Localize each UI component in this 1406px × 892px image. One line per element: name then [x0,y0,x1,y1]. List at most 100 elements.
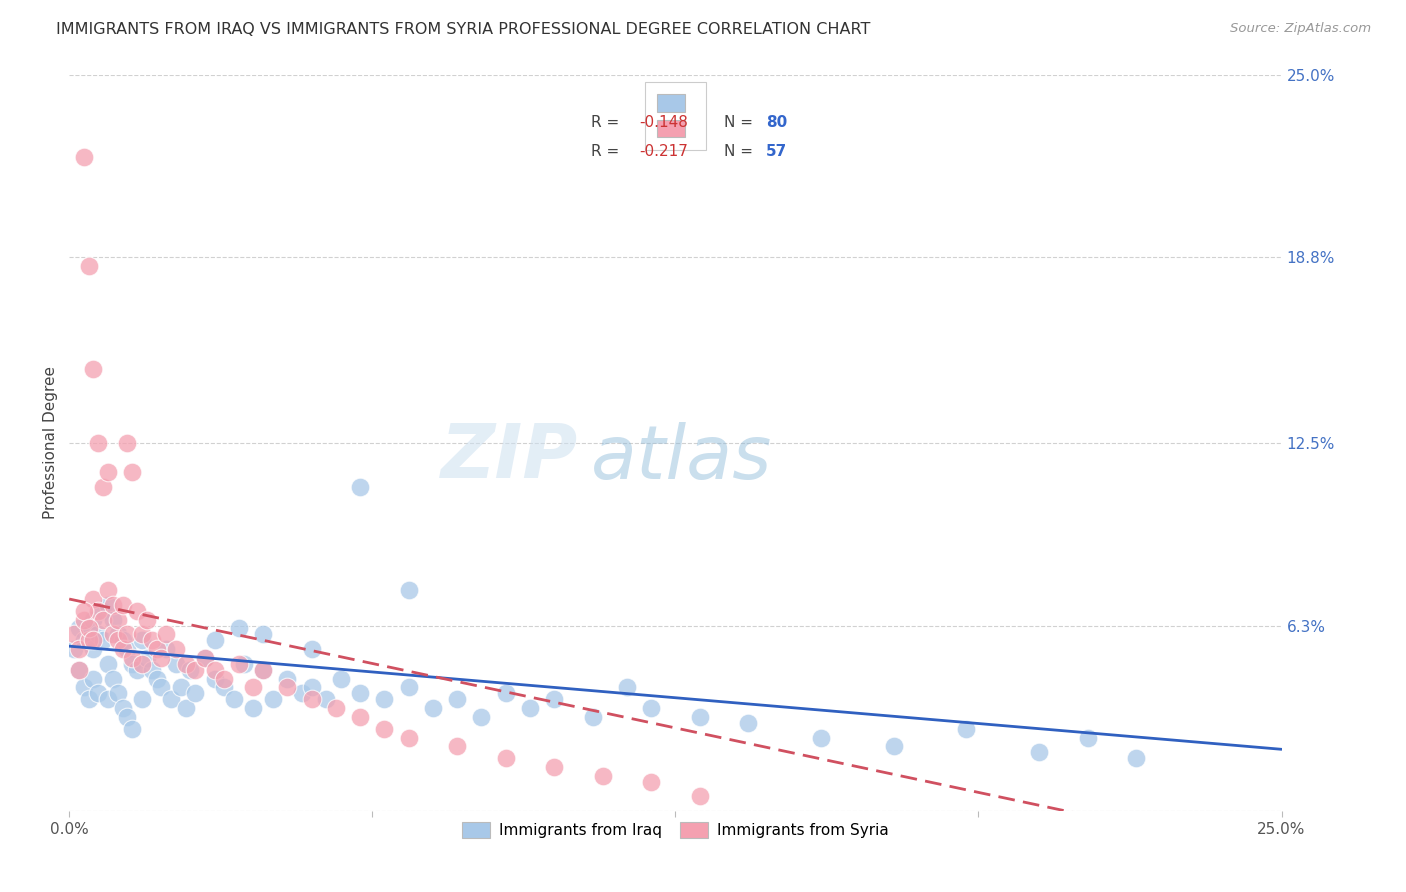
Point [97,466,120,480]
Point [301,692,323,706]
Point [63,627,86,641]
Point [117,710,139,724]
Point [91,633,114,648]
Text: R =: R = [591,145,624,160]
Point [689,710,711,724]
Point [73,681,96,695]
Point [135,613,157,627]
Point [214,681,236,695]
Text: ZIP: ZIP [441,421,578,494]
Legend: Immigrants from Iraq, Immigrants from Syria: Immigrants from Iraq, Immigrants from Sy… [456,816,894,844]
Point [1028,745,1050,759]
Point [398,731,420,745]
Point [349,480,371,494]
Point [174,657,197,671]
Point [582,710,605,724]
Point [67,663,90,677]
Point [111,701,134,715]
Point [141,663,163,677]
Point [87,435,110,450]
Point [97,583,120,598]
Point [131,692,153,706]
Text: IMMIGRANTS FROM IRAQ VS IMMIGRANTS FROM SYRIA PROFESSIONAL DEGREE CORRELATION CH: IMMIGRANTS FROM IRAQ VS IMMIGRANTS FROM … [56,22,870,37]
Point [101,598,124,612]
Point [301,681,323,695]
Point [519,701,541,715]
Point [640,701,662,715]
Point [155,642,177,657]
Point [82,633,104,648]
Point [73,633,96,648]
Point [543,692,565,706]
Text: R =: R = [591,115,624,130]
Point [150,651,173,665]
Point [131,627,153,641]
Point [689,789,711,804]
Point [91,480,114,494]
Point [224,692,246,706]
Point [121,466,143,480]
Point [117,627,139,641]
Point [184,686,207,700]
Point [194,651,217,665]
Point [373,692,395,706]
Point [262,692,284,706]
Point [329,672,352,686]
Point [135,651,157,665]
Point [252,627,274,641]
Point [214,672,236,686]
Point [82,642,104,657]
Point [165,657,187,671]
Point [87,686,110,700]
Point [73,604,96,618]
Point [111,642,134,657]
Point [1077,731,1099,745]
Point [63,642,86,657]
Point [194,651,217,665]
Point [204,663,226,677]
Text: -0.148: -0.148 [638,115,688,130]
Point [141,633,163,648]
Point [82,672,104,686]
Point [252,663,274,677]
Text: 57: 57 [766,145,787,160]
Point [276,681,298,695]
Point [107,686,129,700]
Point [127,604,149,618]
Point [228,657,250,671]
Point [446,739,468,754]
Text: Source: ZipAtlas.com: Source: ZipAtlas.com [1230,22,1371,36]
Point [73,613,96,627]
Point [145,642,167,657]
Text: -0.217: -0.217 [638,145,688,160]
Point [349,710,371,724]
Point [349,686,371,700]
Point [232,657,254,671]
Point [543,760,565,774]
Point [121,657,143,671]
Point [184,663,207,677]
Point [165,642,187,657]
Text: N =: N = [724,145,758,160]
Point [160,692,183,706]
Point [101,672,124,686]
Y-axis label: Professional Degree: Professional Degree [44,367,58,519]
Point [67,622,90,636]
Point [77,622,100,636]
Point [155,627,177,641]
Point [242,701,264,715]
Point [204,672,226,686]
Point [1125,751,1147,765]
Point [127,663,149,677]
Point [91,613,114,627]
Point [291,686,314,700]
Point [495,751,517,765]
Point [470,710,492,724]
Point [77,259,100,273]
Text: N =: N = [724,115,758,130]
Point [77,627,100,641]
Point [121,722,143,736]
Point [77,692,100,706]
Point [810,731,832,745]
Point [82,362,104,376]
